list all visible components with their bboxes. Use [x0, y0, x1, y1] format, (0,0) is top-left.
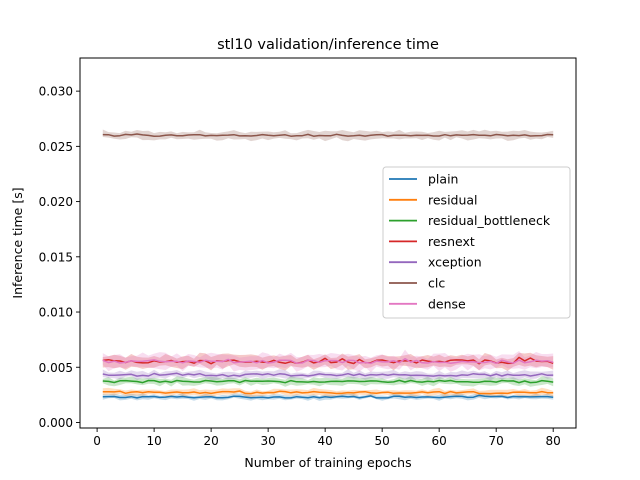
x-tick-label: 10: [146, 434, 161, 448]
line-plain: [102, 394, 554, 399]
legend-label-plain: plain: [428, 172, 458, 187]
x-tick-label: 30: [260, 434, 275, 448]
x-tick-label: 40: [318, 434, 333, 448]
legend-label-xception: xception: [428, 255, 482, 270]
x-tick-label: 20: [203, 434, 218, 448]
x-tick-label: 0: [93, 434, 101, 448]
y-axis-label: Inference time [s]: [10, 187, 25, 298]
x-tick-label: 70: [489, 434, 504, 448]
y-tick-label: 0.005: [39, 361, 73, 375]
chart-title: stl10 validation/inference time: [217, 37, 439, 53]
legend-label-dense: dense: [428, 296, 466, 311]
legend-label-clc: clc: [428, 276, 445, 291]
x-axis-ticks: 0 10 20 30 40 50 60 70 80: [93, 428, 561, 448]
y-tick-label: 0.020: [39, 195, 73, 209]
y-tick-label: 0.000: [39, 416, 73, 430]
band-resnext: [102, 352, 554, 371]
x-axis-label: Number of training epochs: [244, 455, 411, 470]
line-dense: [102, 357, 554, 365]
y-tick-label: 0.030: [39, 85, 73, 99]
legend-label-residual_bottleneck: residual_bottleneck: [428, 213, 551, 228]
legend-label-residual: residual: [428, 192, 478, 207]
line-residual_bottleneck: [102, 379, 554, 384]
x-tick-label: 80: [546, 434, 561, 448]
line-clc: [102, 133, 554, 137]
series-lines: [102, 133, 554, 399]
x-tick-label: 60: [432, 434, 447, 448]
y-tick-label: 0.025: [39, 140, 73, 154]
line-residual: [102, 390, 554, 395]
y-axis-ticks: 0.000 0.005 0.010 0.015 0.020 0.025 0.030: [39, 85, 80, 430]
y-tick-label: 0.015: [39, 250, 73, 264]
y-tick-label: 0.010: [39, 306, 73, 320]
x-tick-label: 50: [375, 434, 390, 448]
line-xception: [102, 372, 554, 378]
legend-box: [382, 166, 571, 319]
plot-frame: [79, 57, 577, 429]
legend-label-resnext: resnext: [428, 234, 475, 249]
